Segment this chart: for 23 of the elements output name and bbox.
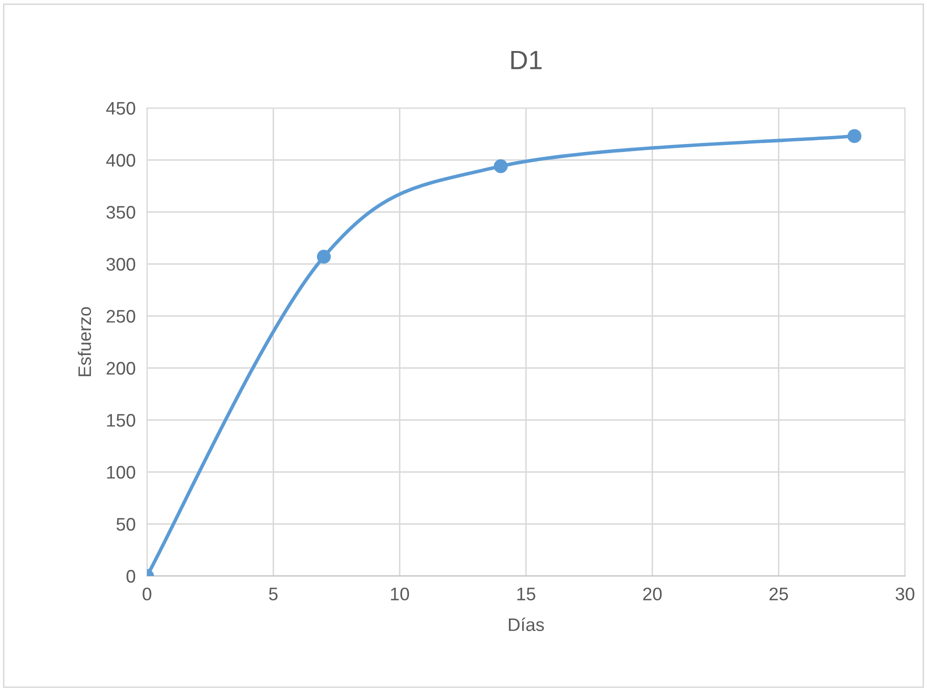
point — [316, 250, 331, 264]
y-tick-label: 100 — [107, 466, 136, 479]
point — [494, 159, 508, 174]
y-tick-label: 450 — [106, 102, 136, 115]
y-tick-label: 150 — [107, 414, 136, 427]
x-axis-title: Días — [508, 618, 544, 632]
y-tick-label: 250 — [106, 310, 136, 323]
y-tick-label: 350 — [106, 206, 136, 219]
x-tick-label: 0 — [142, 588, 152, 600]
x-tick-label: 30 — [896, 588, 914, 600]
y-tick-label: 300 — [106, 258, 136, 271]
y-tick-label: 50 — [116, 518, 136, 531]
x-tick-label: 20 — [643, 588, 662, 600]
y-tick-label: 200 — [106, 362, 136, 375]
x-tick-label: 15 — [517, 588, 536, 600]
point — [848, 129, 862, 144]
x-tick-label: 5 — [269, 588, 278, 600]
chart-title: D1 — [511, 50, 542, 70]
y-axis-title: Esfuerzo — [78, 307, 92, 376]
y-tick-label: 400 — [106, 154, 136, 167]
x-tick-label: 10 — [391, 588, 410, 600]
y-tick-label: 0 — [126, 570, 136, 583]
x-tick-label: 25 — [770, 588, 788, 600]
